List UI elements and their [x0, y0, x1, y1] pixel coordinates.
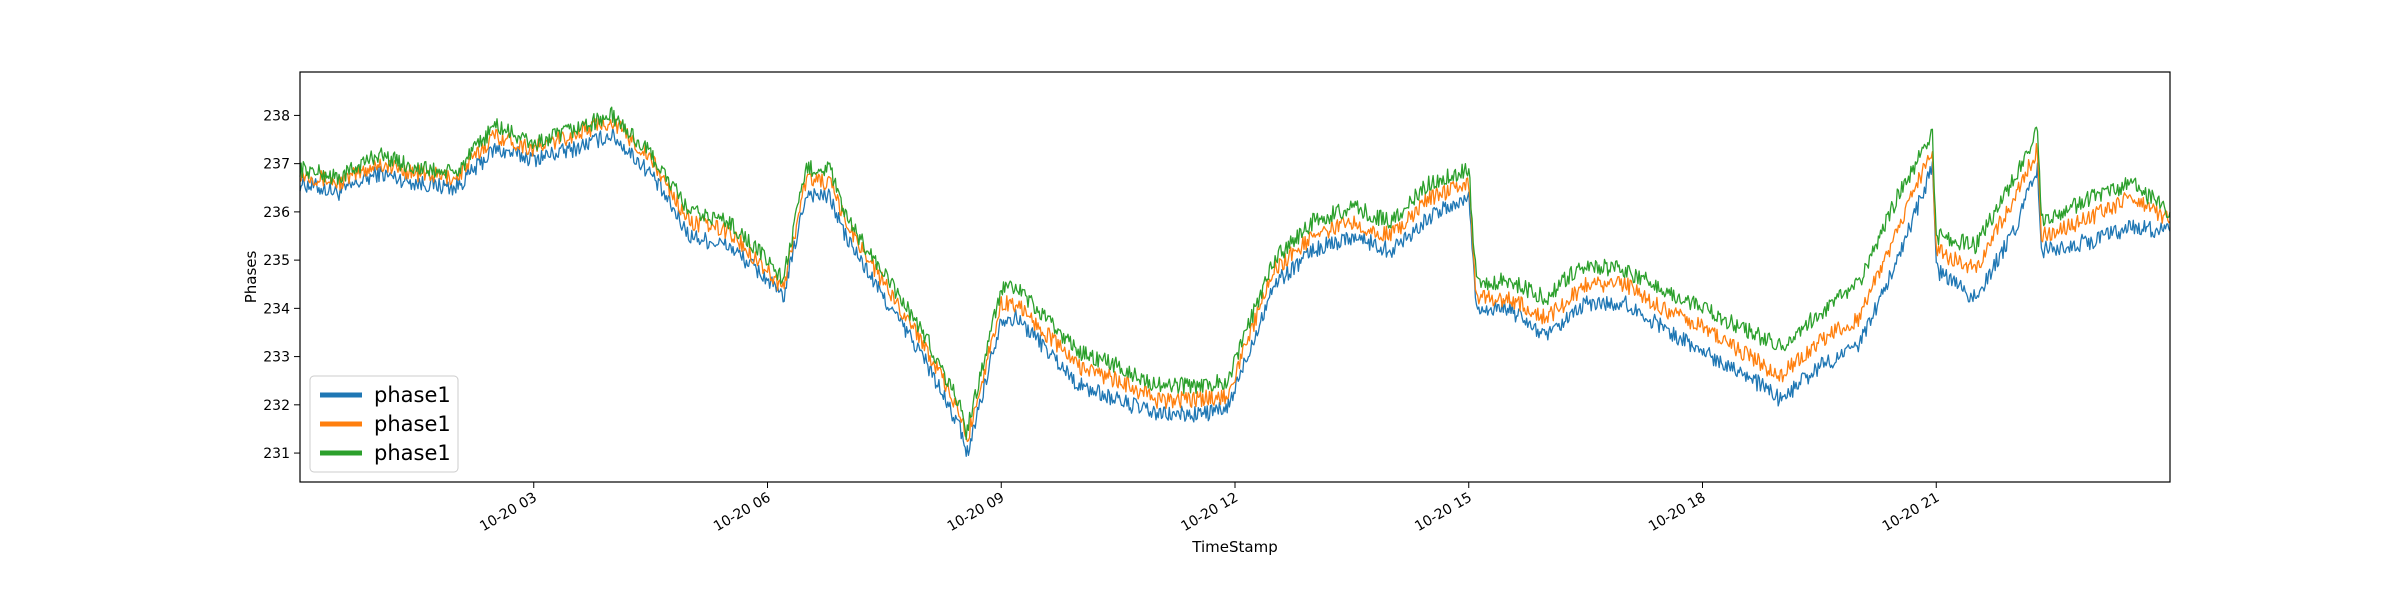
y-tick-label: 238: [263, 108, 290, 124]
y-axis: 231 232 233 234 235 236 237 238: [263, 108, 300, 462]
y-tick-label: 233: [263, 350, 290, 366]
x-tick-label: 10-20 18: [1646, 490, 1709, 535]
y-tick-label: 235: [263, 253, 290, 269]
series-line-2: [299, 116, 2171, 443]
y-tick-label: 236: [263, 205, 290, 221]
legend-label: phase1: [374, 383, 451, 407]
legend: phase1 phase1 phase1: [309, 375, 459, 473]
x-tick-label: 10-20 09: [945, 490, 1008, 535]
x-tick-label: 10-20 06: [711, 490, 774, 535]
x-tick-label: 10-20 03: [477, 490, 540, 535]
legend-label: phase1: [374, 441, 451, 465]
series-line-3: [299, 106, 2171, 441]
x-tick-label: 10-20 21: [1880, 490, 1943, 535]
y-tick-label: 234: [263, 301, 290, 317]
legend-box: [309, 375, 459, 473]
y-axis-label: Phases: [242, 251, 260, 304]
plot-background: [300, 72, 2170, 482]
x-axis-label: TimeStamp: [1191, 538, 1277, 556]
series-layer: [299, 106, 2171, 457]
y-tick-label: 237: [263, 157, 290, 173]
legend-label: phase1: [374, 412, 451, 436]
y-tick-label: 231: [263, 446, 290, 462]
series-line-1: [299, 127, 2171, 457]
x-axis: 10-20 03 10-20 06 10-20 09 10-20 12 10-20 15…: [477, 482, 1942, 535]
x-tick-label: 10-20 15: [1412, 490, 1475, 535]
y-tick-label: 232: [263, 398, 290, 414]
x-tick-label: 10-20 12: [1178, 490, 1241, 535]
